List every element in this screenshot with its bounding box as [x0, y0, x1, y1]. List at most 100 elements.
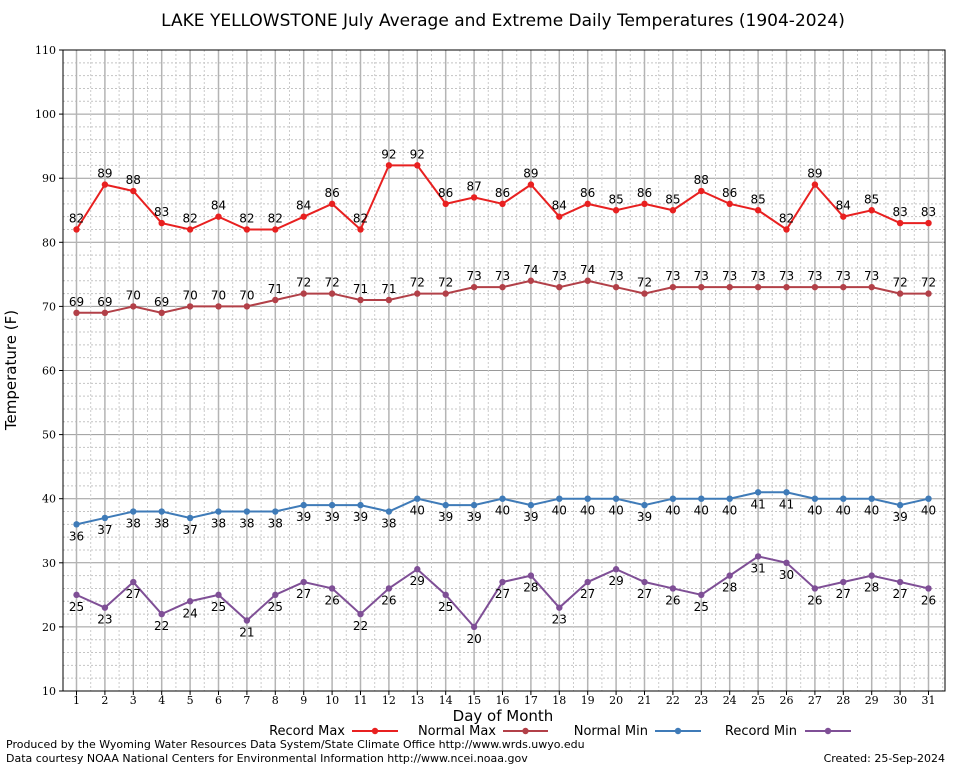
normal-min-point — [470, 501, 478, 509]
normal-max-point — [158, 309, 165, 317]
normal-max-data-label: 69 — [97, 295, 112, 309]
normal-max-point — [272, 296, 279, 304]
chart-title: LAKE YELLOWSTONE July Average and Extrem… — [161, 11, 845, 31]
normal-min-point — [669, 495, 677, 502]
y-tick-label: 20 — [42, 621, 56, 634]
x-tick-label: 15 — [467, 694, 481, 707]
normal-min-point — [840, 495, 847, 502]
normal-max-data-label: 72 — [921, 276, 936, 290]
normal-min-data-label: 41 — [750, 497, 765, 511]
x-tick-label: 31 — [922, 694, 936, 707]
record-max-data-label: 82 — [182, 211, 197, 225]
record-min-point — [470, 623, 478, 631]
record-min-point — [385, 585, 393, 592]
normal-min-point — [527, 501, 535, 509]
normal-min-data-label: 39 — [438, 510, 453, 524]
record-min-point — [300, 578, 307, 586]
normal-max-data-label: 73 — [864, 269, 879, 283]
record-min-data-label: 21 — [239, 625, 254, 639]
record-max-point — [612, 207, 620, 214]
record-max-data-label: 86 — [580, 186, 595, 200]
record-max-data-label: 84 — [552, 199, 567, 213]
normal-min-data-label: 40 — [495, 504, 510, 518]
normal-min-point — [754, 489, 762, 496]
record-min-data-label: 25 — [211, 600, 226, 614]
x-tick-label: 6 — [215, 694, 222, 707]
normal-max-data-label: 73 — [722, 269, 737, 283]
normal-max-point — [215, 303, 222, 310]
normal-min-point — [726, 495, 733, 502]
record-min-data-label: 26 — [324, 593, 339, 607]
record-max-data-label: 82 — [268, 211, 283, 225]
normal-min-data-label: 40 — [580, 504, 595, 518]
x-tick-label: 27 — [808, 694, 822, 707]
record-min-data-label: 26 — [665, 593, 680, 607]
record-max-data-label: 84 — [296, 199, 311, 213]
record-max-point — [698, 187, 705, 195]
normal-max-data-label: 70 — [126, 288, 141, 302]
normal-min-data-label: 37 — [182, 523, 197, 537]
normal-min-data-label: 38 — [268, 517, 283, 531]
record-max-data-label: 83 — [892, 205, 907, 219]
x-tick-label: 1 — [73, 694, 80, 707]
normal-max-data-label: 69 — [154, 295, 169, 309]
normal-min-point — [186, 514, 194, 522]
normal-min-point — [556, 495, 563, 502]
normal-max-point — [73, 309, 80, 317]
normal-min-data-label: 38 — [126, 517, 141, 531]
record-min-point — [669, 585, 677, 592]
record-min-data-label: 28 — [864, 581, 879, 595]
footer-credit: Produced by the Wyoming Water Resources … — [6, 738, 585, 751]
record-min-data-label: 29 — [410, 574, 425, 588]
y-tick-label: 110 — [35, 44, 56, 57]
y-tick-label: 60 — [42, 365, 56, 378]
record-max-point — [868, 207, 875, 214]
x-tick-label: 17 — [524, 694, 538, 707]
record-max-point — [215, 213, 222, 220]
record-min-point — [868, 572, 875, 579]
record-max-point — [811, 181, 819, 188]
normal-min-point — [101, 514, 109, 522]
normal-min-data-label: 41 — [779, 497, 794, 511]
normal-min-data-label: 40 — [921, 504, 936, 518]
record-min-data-label: 23 — [552, 613, 567, 627]
record-min-point — [73, 591, 80, 599]
record-max-point — [584, 200, 591, 208]
normal-min-point — [811, 495, 819, 502]
normal-min-data-label: 37 — [97, 523, 112, 537]
record-min-data-label: 22 — [154, 619, 169, 633]
record-min-point — [357, 610, 364, 618]
normal-max-data-label: 74 — [580, 263, 595, 277]
record-min-data-label: 26 — [921, 593, 936, 607]
normal-max-data-label: 72 — [438, 276, 453, 290]
normal-min-point — [584, 495, 591, 502]
normal-min-point — [868, 495, 875, 502]
legend: Record Max Normal Max Normal Min Record Min — [269, 724, 851, 739]
y-tick-label: 90 — [42, 172, 56, 185]
record-min-point — [442, 591, 449, 599]
legend-label-normal-min: Normal Min — [574, 724, 648, 739]
record-max-point — [669, 207, 677, 214]
normal-max-data-label: 73 — [608, 269, 623, 283]
record-min-point — [811, 585, 819, 592]
x-axis-ticks: 1 2 3 4 5 6 7 8 9 10 11 12 13 14 15 16 17 18 19 20 21 22 23 24 2… — [73, 691, 936, 707]
y-axis-title: Temperature (F) — [2, 310, 20, 431]
normal-max-point — [527, 277, 535, 284]
record-max-point — [243, 226, 251, 233]
normal-min-point — [896, 501, 904, 509]
record-min-point — [186, 598, 194, 605]
normal-max-point — [698, 283, 705, 291]
normal-min-data-label: 38 — [211, 517, 226, 531]
normal-min-data-label: 39 — [892, 510, 907, 524]
record-min-point — [130, 578, 137, 586]
normal-max-point — [726, 283, 733, 291]
record-max-point — [470, 194, 478, 201]
x-axis-title: Day of Month — [453, 707, 554, 725]
x-tick-label: 11 — [354, 694, 368, 707]
normal-max-data-label: 71 — [353, 282, 368, 296]
x-tick-label: 26 — [780, 694, 794, 707]
record-min-data-label: 27 — [637, 587, 652, 601]
record-min-point — [499, 578, 506, 586]
record-min-point — [414, 566, 421, 573]
record-max-point — [556, 213, 563, 220]
